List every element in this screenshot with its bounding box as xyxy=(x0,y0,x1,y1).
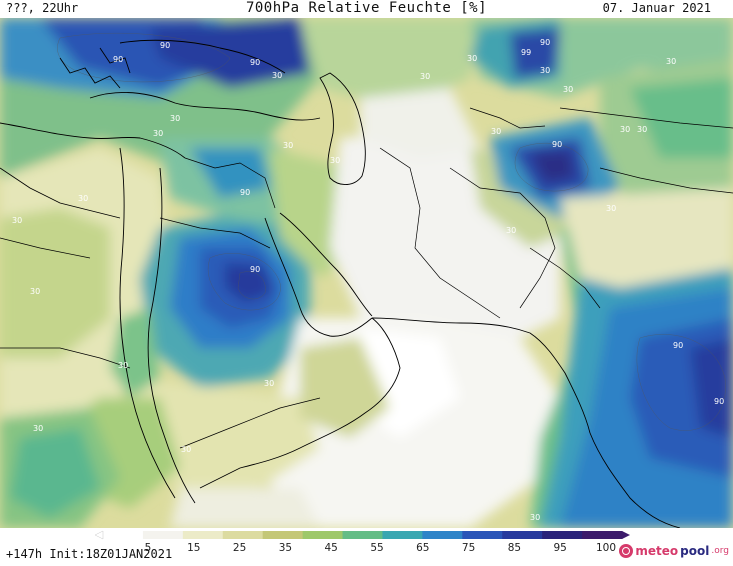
contour-label: 30 xyxy=(153,129,163,138)
legend-swatch xyxy=(542,531,583,539)
legend-tick-label: 95 xyxy=(553,542,567,554)
contour-label: 30 xyxy=(666,57,676,66)
legend-tick-label: 35 xyxy=(278,542,293,554)
color-scale-bar xyxy=(94,530,630,540)
legend-swatch xyxy=(222,531,264,539)
legend-tick-label: 45 xyxy=(324,542,338,554)
contour-label: 30 xyxy=(118,361,128,370)
contour-label: 30 xyxy=(420,72,430,81)
contour-label: 30 xyxy=(181,445,191,454)
forecast-date: 07. Januar 2021 xyxy=(602,1,711,15)
contour-label: 90 xyxy=(113,55,123,64)
legend-swatch xyxy=(302,531,344,539)
contour-label: 30 xyxy=(530,513,540,522)
legend-tick-label: 85 xyxy=(507,542,522,554)
contour-label: 30 xyxy=(30,287,40,296)
logo-text-part1: meteo xyxy=(635,544,679,558)
contour-label: 30 xyxy=(33,424,43,433)
contour-label: 30 xyxy=(563,85,573,94)
humidity-field xyxy=(0,18,733,528)
legend-arrow-high xyxy=(622,531,630,539)
contour-label: 30 xyxy=(540,66,550,75)
contour-label: 90 xyxy=(552,140,562,149)
legend-swatch xyxy=(462,531,503,539)
color-scale-legend: 5 15 25 35 45 55 65 75 85 95 100 xyxy=(0,528,733,566)
contour-label: 90 xyxy=(250,265,260,274)
legend-arrow-low xyxy=(94,530,104,540)
meteopool-logo-icon xyxy=(619,544,634,558)
legend-swatch xyxy=(342,531,383,539)
legend-swatch xyxy=(262,531,304,539)
logo-text-suffix: .org xyxy=(711,546,729,556)
contour-label: 30 xyxy=(506,226,516,235)
contour-label: 30 xyxy=(170,114,180,123)
legend-swatch xyxy=(182,531,224,539)
contour-label: 30 xyxy=(620,125,630,134)
legend-tick-label: 25 xyxy=(232,542,247,554)
legend-swatch xyxy=(142,531,184,539)
legend-swatch xyxy=(502,531,543,539)
contour-label: 30 xyxy=(272,71,282,80)
contour-label: 90 xyxy=(673,341,683,350)
forecast-weekday-label: ???, 22Uhr xyxy=(6,1,79,15)
logo-text-part2: pool xyxy=(680,544,710,558)
contour-label: 90 xyxy=(540,38,550,47)
legend-swatch xyxy=(103,531,144,539)
contour-label: 30 xyxy=(491,127,501,136)
contour-label: 30 xyxy=(330,156,340,165)
contour-label: 30 xyxy=(264,379,274,388)
legend-swatch xyxy=(582,531,623,539)
contour-label: 30 xyxy=(606,204,616,213)
contour-label: 30 xyxy=(467,54,477,63)
meteopool-logo[interactable]: meteo pool .org xyxy=(619,544,729,558)
contour-label: 30 xyxy=(637,125,647,134)
model-run-info: +147h Init:18Z01JAN2021 xyxy=(6,547,173,561)
contour-label: 90 xyxy=(250,58,260,67)
contour-label: 30 xyxy=(78,194,88,203)
legend-tick-label: 5 xyxy=(144,542,152,554)
contour-label: 90 xyxy=(240,188,250,197)
contour-label: 30 xyxy=(12,216,22,225)
legend-swatch xyxy=(422,531,463,539)
legend-swatch xyxy=(382,531,423,539)
contour-label: 90 xyxy=(714,397,724,406)
legend-tick-label: 100 xyxy=(595,542,617,554)
contour-label: 90 xyxy=(160,41,170,50)
contour-label: 99 xyxy=(521,48,531,57)
legend-tick-label: 65 xyxy=(416,542,430,554)
legend-tick-label: 15 xyxy=(187,542,201,554)
contour-labels: 90 90 90 30 30 30 30 99 90 30 30 30 30 3… xyxy=(12,38,724,522)
legend-tick-label: 75 xyxy=(461,542,476,554)
legend-tick-label: 55 xyxy=(370,542,384,554)
political-borders xyxy=(0,39,733,528)
contour-label: 30 xyxy=(283,141,293,150)
humidity-map: 90 90 90 30 30 30 30 99 90 30 30 30 30 3… xyxy=(0,18,733,528)
map-title: 700hPa Relative Feuchte [%] xyxy=(245,0,488,16)
